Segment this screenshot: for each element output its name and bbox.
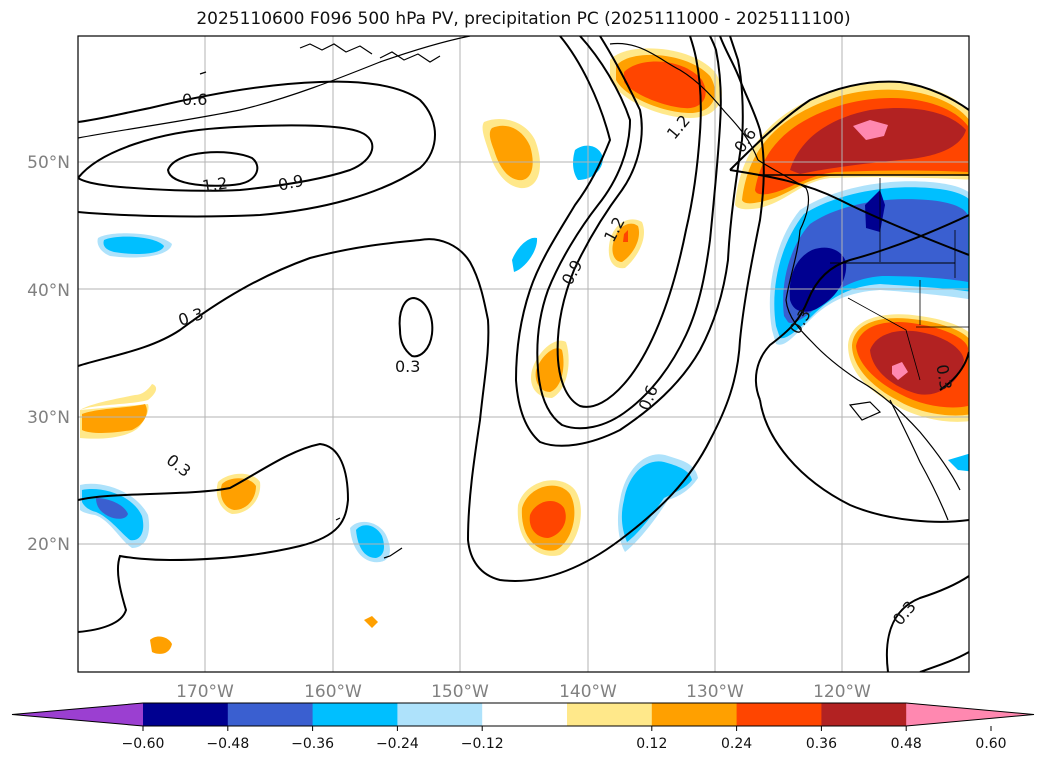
colorbar-tick-label: 0.48: [891, 736, 922, 752]
precip-blob-168w: [216, 473, 261, 514]
colorbar-segment: [397, 703, 483, 726]
contour-label: 0.3: [932, 363, 955, 391]
lon-label: 120°W: [813, 682, 871, 702]
contour-label: 0.3: [395, 357, 420, 376]
colorbar-tick-label: 0.36: [806, 736, 837, 752]
colorbar-segment: [651, 703, 738, 726]
lon-label: 160°W: [304, 682, 362, 702]
lon-label: 170°W: [176, 682, 234, 702]
contour-label: 0.9: [276, 171, 305, 195]
lon-label: 150°W: [431, 682, 489, 702]
lon-axis: 170°W 160°W 150°W 140°W 130°W 120°W: [176, 682, 871, 702]
lon-label: 130°W: [686, 682, 744, 702]
pv-contour-0p6-west: [78, 80, 436, 218]
pv-contour-0p6-east-b: [729, 169, 969, 256]
pv-contour-1p2-west: [166, 151, 259, 187]
lat-axis: 50°N 40°N 30°N 20°N: [27, 153, 70, 555]
contour-label: 1.2: [201, 173, 229, 195]
lat-label: 20°N: [27, 535, 70, 555]
colorbar-extend-max: [906, 703, 1034, 726]
pv-contour-0p3-east: [754, 214, 969, 401]
colorbar-tick-label: 0.60: [975, 736, 1006, 752]
precip-blob-133w-neg: [617, 454, 698, 552]
gridlines: [78, 36, 969, 672]
precip-blob-tiny-2: [364, 616, 378, 628]
colorbar-segment: [227, 703, 314, 726]
precip-blob-176w-neg: [80, 483, 150, 548]
precip-blob-137w: [608, 219, 645, 269]
precip-blob-175w: [80, 384, 157, 439]
colorbar-tick-label: −0.60: [122, 736, 165, 752]
colorbar-tick-label: −0.48: [206, 736, 249, 752]
precip-blob-145w-neg: [512, 237, 538, 272]
lon-label: 140°W: [559, 682, 617, 702]
precip-blob-172w-neg: [97, 233, 172, 258]
lat-label: 50°N: [27, 153, 70, 173]
lat-label: 30°N: [27, 408, 70, 428]
pv-contour-0p3-se-b: [919, 651, 969, 672]
colorbar-tick-label: −0.24: [376, 736, 419, 752]
pv-contour-0p6-main: [514, 36, 744, 447]
precip-west-us-negative: [769, 181, 969, 345]
colorbar: −0.60 −0.48 −0.36 −0.24 −0.12 0.12 0.24 0.36 0.4…: [11, 702, 1035, 752]
pv-contour-0p3-south: [78, 442, 350, 633]
colorbar-segment: [482, 703, 568, 726]
plot-frame: [77, 35, 970, 673]
pv-contours: [78, 36, 969, 672]
pv-contour-0p9-west: [78, 124, 374, 192]
colorbar-segment: [143, 703, 229, 726]
pv-contour-0p6-east: [729, 80, 969, 171]
colorbar-segment: [567, 703, 653, 726]
lat-label: 40°N: [27, 281, 70, 301]
colorbar-tick-label: −0.12: [461, 736, 504, 752]
pv-contour-0p9-main: [536, 36, 722, 430]
pv-contour-0p3-se: [885, 575, 969, 672]
colorbar-segment: [736, 703, 822, 726]
contour-label: 0.6: [182, 90, 207, 109]
precip-blob-tiny-1: [150, 636, 172, 654]
colorbar-tick-label: 0.24: [721, 736, 752, 752]
colorbar-extend-min: [12, 703, 143, 726]
pv-contour-1p2-main: [556, 36, 702, 408]
precip-blob-22n-143w: [517, 480, 581, 556]
colorbar-segment: [821, 703, 907, 726]
pv-contour-0p3-oval: [398, 296, 434, 358]
chart-title: 2025110600 F096 500 hPa PV, precipitatio…: [196, 9, 851, 29]
colorbar-tick-label: 0.12: [636, 736, 667, 752]
coastlines: [78, 36, 969, 559]
pv-contour-0p3-main: [78, 36, 765, 582]
precip-blob-158w-neg: [350, 521, 390, 563]
precip-blob-147w: [482, 119, 540, 189]
pv-contour-0p3-east-b: [759, 399, 969, 523]
precip-blob-tiny-3: [948, 453, 969, 472]
pv-contour-0p3-e33: [939, 351, 969, 391]
precip-southwest-positive: [848, 314, 969, 422]
colorbar-tick-label: −0.36: [291, 736, 334, 752]
colorbar-segment: [312, 703, 398, 726]
